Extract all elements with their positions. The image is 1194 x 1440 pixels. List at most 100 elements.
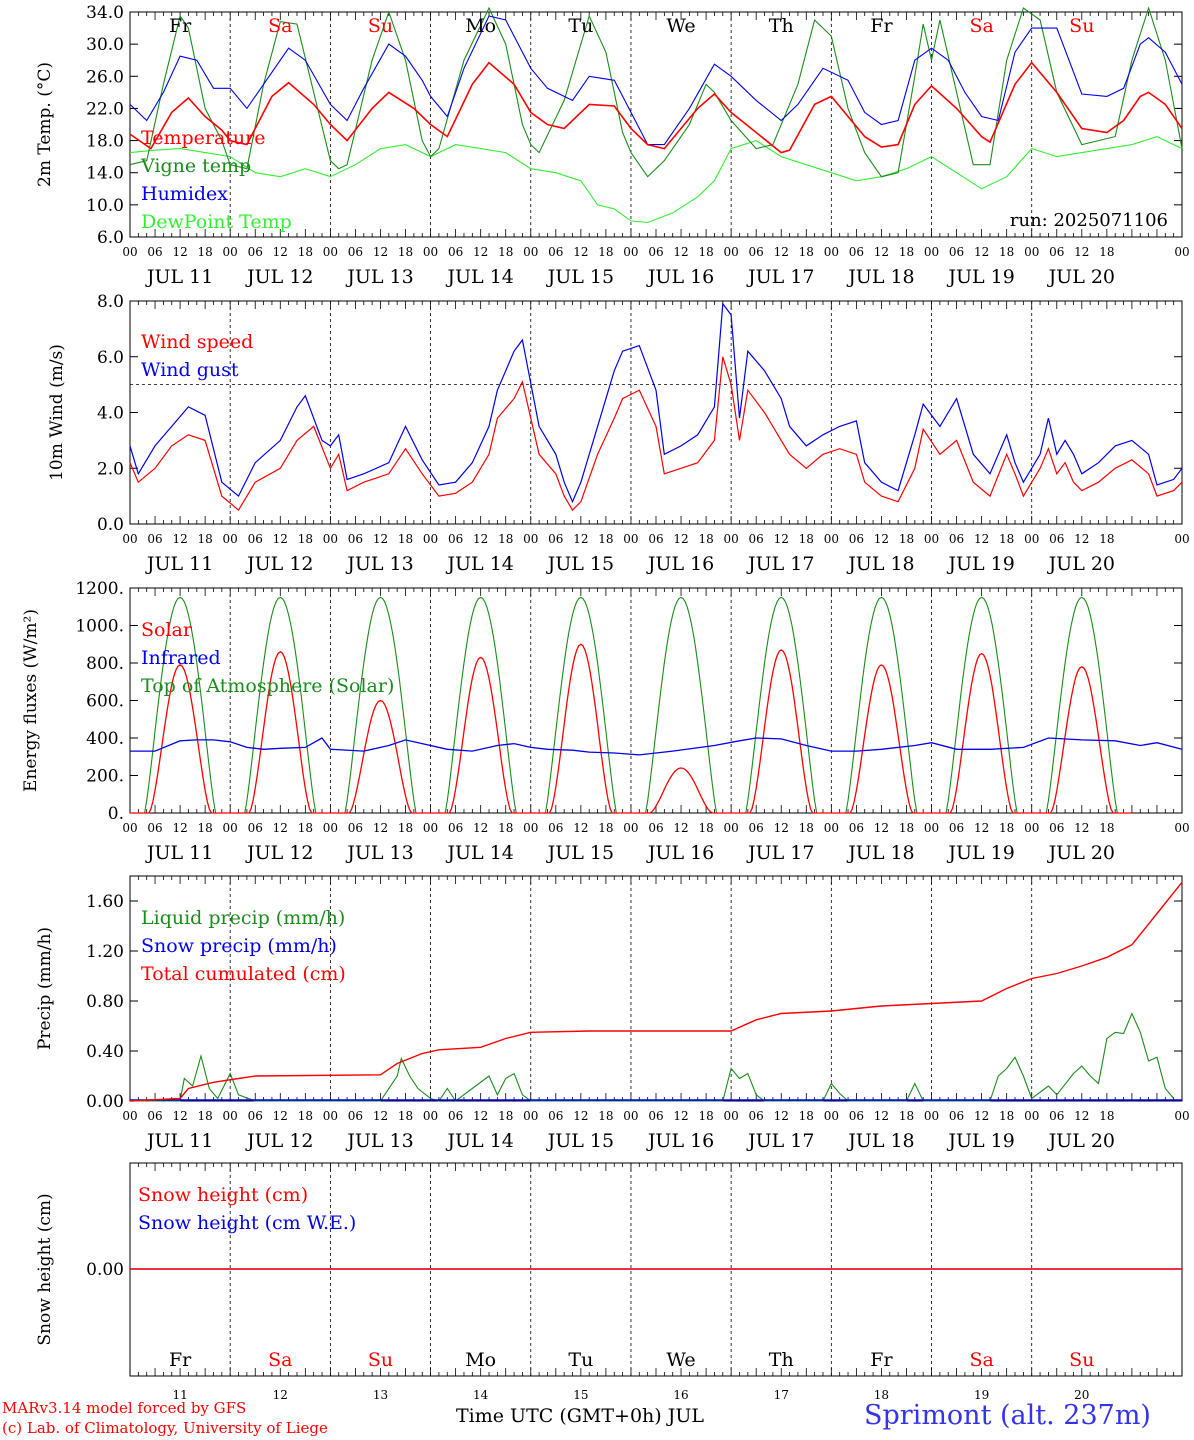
hour-tick-label: 18	[799, 821, 814, 835]
date-label: JUL 18	[846, 842, 914, 864]
y-tick-label: 200.	[86, 767, 124, 787]
hour-tick-label: 06	[348, 1109, 363, 1123]
hour-tick-label: 00	[824, 245, 839, 259]
series-line-red	[129, 356, 1183, 512]
hour-tick-label: 06	[348, 245, 363, 259]
y-tick-label: 0.40	[86, 1042, 124, 1062]
date-label: JUL 14	[445, 1130, 513, 1152]
hour-tick-label: 06	[1049, 245, 1064, 259]
hour-tick-label: 00	[824, 821, 839, 835]
date-label: JUL 15	[546, 842, 614, 864]
y-axis-label: 10m Wind (m/s)	[47, 344, 67, 481]
hour-tick-label: 06	[548, 532, 563, 546]
date-label: JUL 12	[245, 266, 313, 288]
date-label: JUL 20	[1047, 842, 1115, 864]
hour-tick-label: 00	[122, 1109, 137, 1123]
hour-tick-label: 00	[1024, 1109, 1039, 1123]
legend-label: Infrared	[141, 647, 221, 669]
hour-tick-label: 06	[248, 821, 263, 835]
y-tick-label: 14.0	[86, 164, 124, 184]
hour-tick-label: 00	[924, 532, 939, 546]
y-tick-label: 800.	[86, 654, 124, 674]
hour-tick-label: 06	[248, 532, 263, 546]
day-number-label: 20	[1074, 1388, 1089, 1402]
day-number-label: 12	[273, 1388, 288, 1402]
y-tick-label: 22.0	[86, 99, 124, 119]
y-tick-label: 30.0	[86, 35, 124, 55]
date-label: JUL 13	[345, 1130, 413, 1152]
hour-tick-label: 18	[198, 532, 213, 546]
day-number-label: 17	[774, 1388, 789, 1402]
hour-tick-label: 00	[323, 1109, 338, 1123]
hour-tick-label: 18	[598, 1109, 613, 1123]
hour-tick-label: 06	[849, 532, 864, 546]
date-label: JUL 13	[345, 266, 413, 288]
y-tick-label: 26.0	[86, 67, 124, 87]
hour-tick-label: 06	[548, 1109, 563, 1123]
date-label: JUL 18	[846, 553, 914, 575]
date-label: JUL 19	[946, 1130, 1014, 1152]
hour-tick-label: 12	[673, 245, 688, 259]
hour-tick-label: 06	[648, 821, 663, 835]
legend-label: Wind gust	[141, 359, 239, 381]
date-label: JUL 16	[646, 266, 714, 288]
hour-tick-label: 00	[323, 532, 338, 546]
y-tick-label: 6.0	[97, 348, 124, 368]
hour-tick-label: 12	[874, 1109, 889, 1123]
legend-label: Total cumulated (cm)	[141, 963, 346, 985]
hour-tick-label: 18	[198, 245, 213, 259]
y-tick-label: 0.80	[86, 992, 124, 1012]
weekday-label: Sa	[969, 15, 993, 37]
hour-tick-label: 12	[774, 532, 789, 546]
date-label: JUL 12	[245, 842, 313, 864]
weekday-label: Sa	[969, 1349, 993, 1371]
date-label: JUL 18	[846, 1130, 914, 1152]
hour-tick-label: 00	[924, 821, 939, 835]
hour-tick-label: 00	[724, 1109, 739, 1123]
hour-tick-label: 18	[1099, 1109, 1114, 1123]
hour-tick-label: 12	[373, 245, 388, 259]
hour-tick-label: 12	[273, 245, 288, 259]
date-label: JUL 14	[445, 266, 513, 288]
hour-tick-label: 18	[398, 821, 413, 835]
legend-label: Solar	[141, 619, 193, 641]
hour-tick-label: 00	[824, 532, 839, 546]
hour-tick-label: 12	[974, 245, 989, 259]
date-label: JUL 19	[946, 553, 1014, 575]
date-label: JUL 18	[846, 266, 914, 288]
legend-label: Temperature	[141, 127, 265, 149]
hour-tick-label: 06	[849, 1109, 864, 1123]
weekday-label: Mo	[465, 1349, 496, 1371]
hour-tick-label: 12	[573, 245, 588, 259]
hour-tick-label: 00	[623, 245, 638, 259]
hour-tick-label: 12	[1074, 821, 1089, 835]
hour-tick-label: 00	[323, 821, 338, 835]
hour-tick-label: 00	[423, 245, 438, 259]
hour-tick-label: 12	[172, 1109, 187, 1123]
y-axis-label: Snow height (cm)	[35, 1193, 55, 1345]
hour-tick-label: 12	[774, 821, 789, 835]
legend-label: Snow precip (mm/h)	[141, 935, 337, 957]
hour-tick-label: 06	[648, 245, 663, 259]
hour-tick-label: 00	[1174, 532, 1189, 546]
weekday-label: Tu	[568, 1349, 593, 1371]
day-number-label: 19	[974, 1388, 989, 1402]
hour-tick-label: 18	[398, 532, 413, 546]
hour-tick-label: 06	[248, 245, 263, 259]
hour-tick-label: 00	[724, 245, 739, 259]
hour-tick-label: 18	[298, 245, 313, 259]
weekday-label: Su	[1069, 1349, 1094, 1371]
hour-tick-label: 12	[1074, 1109, 1089, 1123]
y-tick-label: 0.00	[86, 1260, 124, 1280]
y-tick-label: 2.0	[97, 459, 124, 479]
hour-tick-label: 00	[1174, 1109, 1189, 1123]
date-label: JUL 14	[445, 842, 513, 864]
date-label: JUL 16	[646, 842, 714, 864]
weekday-label: Fr	[169, 15, 192, 37]
hour-tick-label: 18	[899, 821, 914, 835]
lab-credit: (c) Lab. of Climatology, University of L…	[2, 1419, 328, 1437]
hour-tick-label: 18	[298, 821, 313, 835]
hour-tick-label: 12	[874, 245, 889, 259]
hour-tick-label: 06	[1049, 532, 1064, 546]
